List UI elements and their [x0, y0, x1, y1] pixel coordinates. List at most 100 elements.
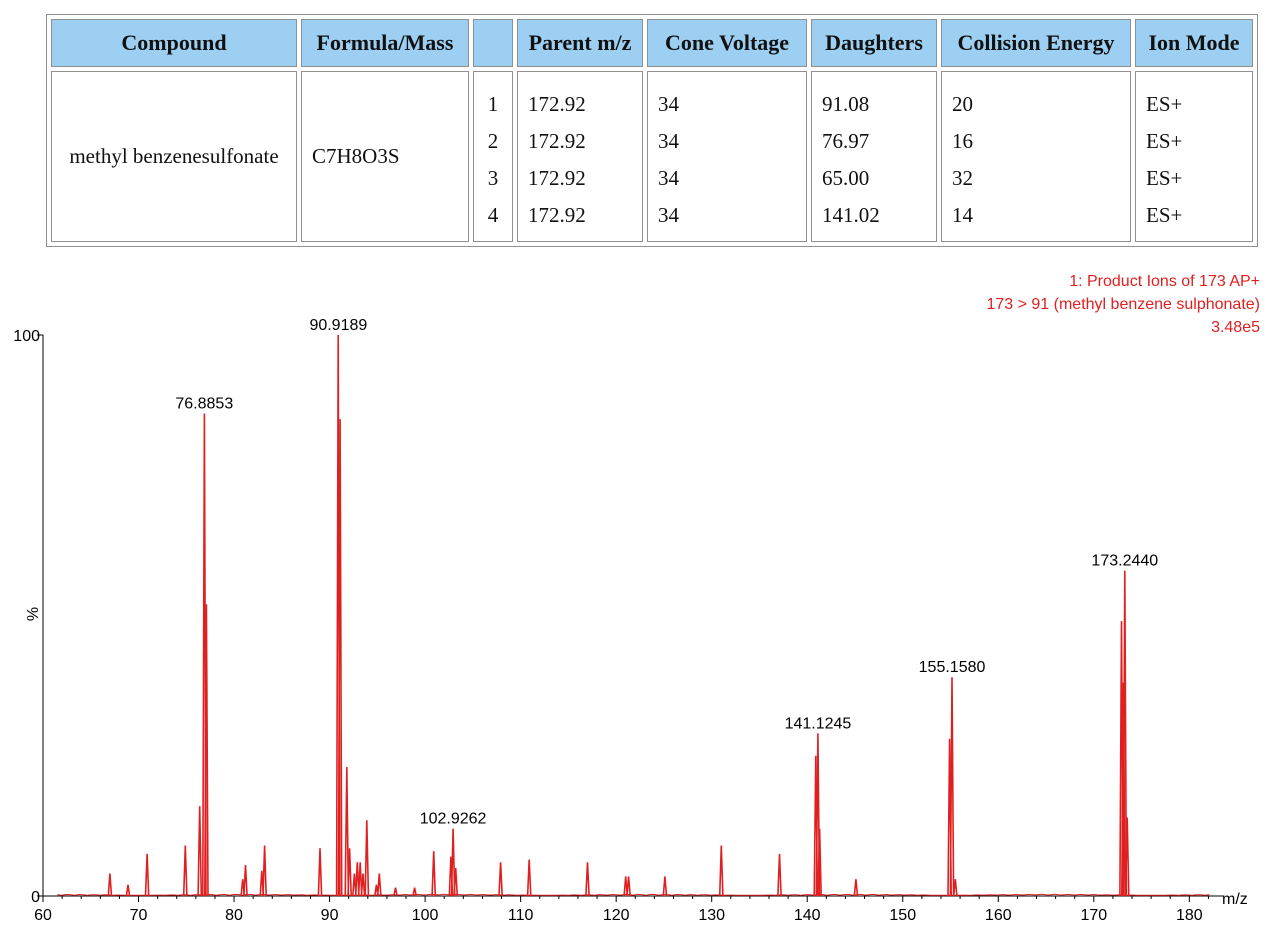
transition-index: 1: [487, 91, 499, 116]
peak-label: 173.2440: [1091, 553, 1158, 570]
x-axis-label: m/z: [1222, 891, 1248, 908]
ion-mode-value: ES+: [1146, 91, 1183, 116]
x-tick-label: 140: [794, 907, 821, 924]
table-header-row: Compound Formula/Mass Parent m/z Cone Vo…: [51, 19, 1253, 67]
peak-label: 76.8853: [175, 396, 233, 413]
chart-title-line-2: 173 > 91 (methyl benzene sulphonate): [986, 296, 1260, 313]
x-tick-label: 70: [130, 907, 148, 924]
daughter-value: 91.08: [822, 91, 870, 116]
mass-spectrum-chart: 1: Product Ions of 173 AP+ 173 > 91 (met…: [13, 273, 1260, 924]
spectrum-peak: [393, 887, 398, 897]
ion-mode-cell: ES+ ES+ ES+ ES+: [1135, 71, 1253, 242]
collision-energy-value: 32: [952, 165, 973, 190]
spectrum-peak: [1122, 570, 1128, 897]
spectrum-peak: [952, 879, 958, 897]
daughter-value: 76.97: [822, 128, 870, 153]
peak-label: 90.9189: [309, 317, 367, 334]
spectrum-peak: [347, 848, 352, 897]
spectrum-peak: [107, 873, 113, 897]
cone-voltage-value: 34: [658, 128, 679, 153]
chart-title-block: 1: Product Ions of 173 AP+ 173 > 91 (met…: [986, 273, 1260, 336]
spectrum-peak: [450, 828, 456, 897]
header-collision-energy: Collision Energy: [941, 19, 1131, 67]
header-formula-mass: Formula/Mass: [301, 19, 469, 67]
header-compound: Compound: [51, 19, 297, 67]
compound-cell: methyl benzenesulfonate: [51, 71, 297, 242]
parent-mz-value: 172.92: [528, 202, 586, 227]
spectrum-peak: [344, 766, 350, 897]
spectrum-peak: [204, 604, 209, 897]
spectrum-peak: [262, 845, 267, 897]
x-tick-label: 180: [1176, 907, 1203, 924]
cone-voltage-cell: 34 34 34 34: [647, 71, 807, 242]
spectrum-peak: [526, 859, 532, 897]
spectrum-peak: [1121, 682, 1126, 897]
header-daughters: Daughters: [811, 19, 937, 67]
parent-mz-value: 172.92: [528, 165, 586, 190]
x-tick-label: 100: [412, 907, 439, 924]
spectrum-marks: [57, 334, 1210, 897]
spectrum-peak: [364, 820, 370, 897]
index-cell: 1 2 3 4: [473, 71, 513, 242]
x-tick-label: 110: [508, 907, 534, 924]
collision-energy-value: 16: [952, 128, 973, 153]
spectrum-peak: [817, 828, 822, 897]
mrm-transition-table: Compound Formula/Mass Parent m/z Cone Vo…: [46, 14, 1258, 247]
x-tick-label: 90: [321, 907, 339, 924]
x-tick-label: 150: [889, 907, 916, 924]
spectrum-peak: [357, 862, 363, 897]
daughter-value: 141.02: [822, 202, 880, 227]
x-tick-label: 120: [603, 907, 630, 924]
table-row: methyl benzenesulfonate C7H8O3S 1 2 3 4 …: [51, 71, 1253, 242]
x-tick-label: 160: [985, 907, 1012, 924]
y-tick-label: 100: [13, 328, 40, 345]
spectrum-peak: [125, 884, 131, 897]
spectrum-peak: [777, 853, 782, 897]
spectrum-peak: [182, 845, 188, 897]
peak-label: 141.1245: [785, 715, 852, 732]
transition-index: 2: [487, 128, 499, 153]
spectrum-peak: [718, 845, 724, 897]
collision-energy-value: 20: [952, 91, 973, 116]
collision-energy-value: 14: [952, 202, 973, 227]
spectrum-peak: [337, 419, 343, 897]
x-tick-label: 130: [698, 907, 725, 924]
header-ion-mode: Ion Mode: [1135, 19, 1253, 67]
baseline-trace: [57, 893, 1210, 896]
spectrum-peak: [317, 848, 323, 897]
y-tick-label: 0: [31, 889, 40, 906]
x-tick-label: 80: [225, 907, 243, 924]
peak-labels: 76.8853 90.9189 102.9262 141.1245 155.1580 17…: [175, 317, 1158, 828]
transition-index: 4: [487, 202, 499, 227]
peak-label: 155.1580: [919, 659, 986, 676]
spectrum-peak: [243, 865, 248, 897]
transition-index: 3: [487, 165, 499, 190]
peak-label: 102.9262: [420, 811, 487, 828]
daughter-value: 65.00: [822, 165, 870, 190]
spectrum-peak: [431, 851, 437, 897]
spectrum-peak: [853, 879, 859, 897]
y-axis-label: %: [25, 607, 42, 621]
header-parent-mz: Parent m/z: [517, 19, 643, 67]
header-cone-voltage: Cone Voltage: [647, 19, 807, 67]
spectrum-peak: [1124, 817, 1130, 897]
cone-voltage-value: 34: [658, 165, 679, 190]
daughters-cell: 91.08 76.97 65.00 141.02: [811, 71, 937, 242]
chart-title-line-3: 3.48e5: [1211, 319, 1260, 336]
chart-axes: 100 0% 60 70 80 90 100 110 120 130 140 150 160 170 180…: [13, 328, 1247, 924]
ion-mode-value: ES+: [1146, 202, 1183, 227]
chart-title-line-1: 1: Product Ions of 173 AP+: [1069, 273, 1260, 290]
ion-mode-value: ES+: [1146, 128, 1183, 153]
spectrum-peak: [585, 862, 590, 897]
cone-voltage-value: 34: [658, 91, 679, 116]
x-tick-label: 60: [34, 907, 52, 924]
parent-mz-value: 172.92: [528, 128, 586, 153]
collision-energy-cell: 20 16 32 14: [941, 71, 1131, 242]
header-transition-index: [473, 19, 513, 67]
parent-mz-value: 172.92: [528, 91, 586, 116]
cone-voltage-value: 34: [658, 202, 679, 227]
spectrum-peak: [453, 867, 459, 897]
spectrum-peak: [662, 876, 668, 897]
x-tick-label: 170: [1080, 907, 1107, 924]
spectrum-peak: [144, 853, 150, 897]
